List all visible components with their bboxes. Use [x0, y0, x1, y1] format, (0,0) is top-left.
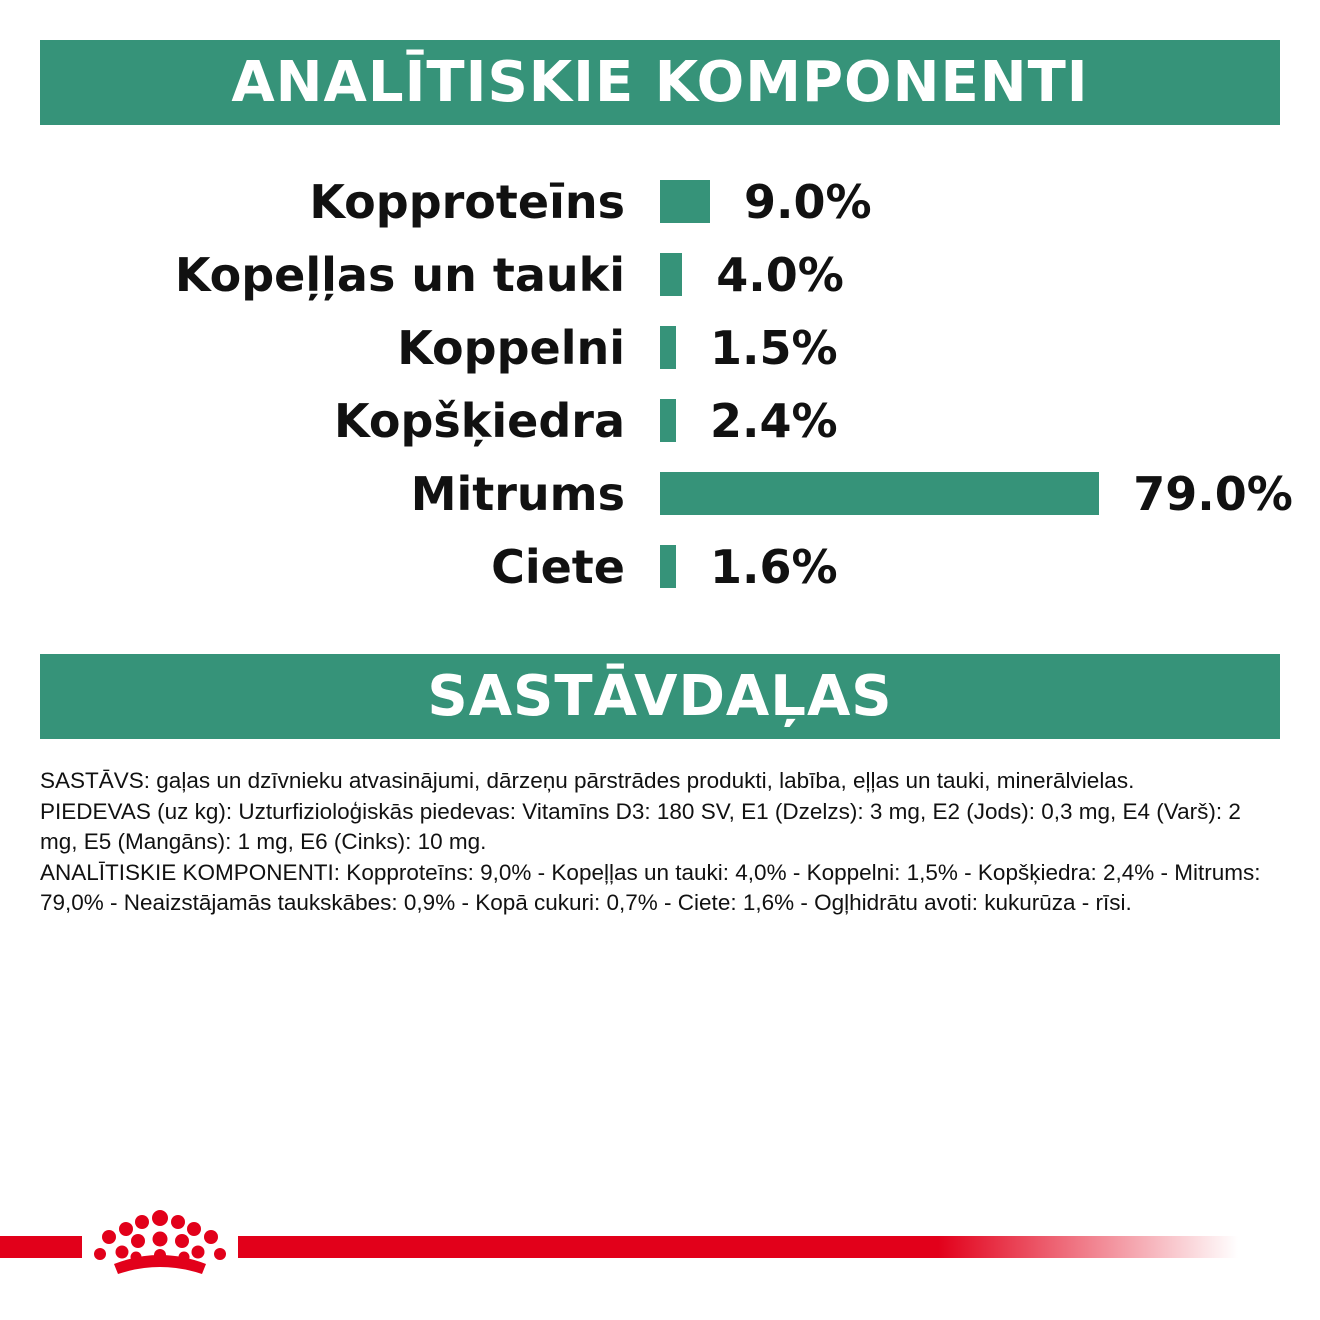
composition-text: SASTĀVS: gaļas un dzīvnieku atvasinājumi… [40, 766, 1280, 919]
ingredients-banner: SASTĀVDAĻAS [40, 654, 1280, 739]
value-label: 1.5% [710, 321, 838, 375]
bar [660, 472, 1100, 515]
value-label: 79.0% [1133, 467, 1293, 521]
analytics-bar-chart: Kopproteīns 9.0% Kopeļļas un tauki 4.0% Kopp… [0, 160, 1320, 620]
royal-crown-logo-icon [94, 1210, 226, 1274]
category-label: Ciete [491, 540, 625, 594]
additives-paragraph: PIEDEVAS (uz kg): Uzturfizioloģiskās pie… [40, 798, 1241, 855]
brand-line-right [238, 1236, 1238, 1258]
composition-paragraph: SASTĀVS: gaļas un dzīvnieku atvasinājumi… [40, 768, 1135, 793]
analytics-paragraph: ANALĪTISKIE KOMPONENTI: Kopproteīns: 9,0… [40, 859, 1261, 916]
value-label: 1.6% [710, 540, 838, 594]
bar [660, 180, 711, 223]
category-label: Kopproteīns [309, 175, 625, 229]
value-label: 2.4% [710, 394, 838, 448]
category-label: Koppelni [397, 321, 625, 375]
bar [660, 399, 676, 442]
brand-line-left [0, 1236, 82, 1258]
category-label: Mitrums [410, 467, 625, 521]
value-label: 4.0% [716, 248, 844, 302]
bar [660, 253, 683, 296]
category-label: Kopeļļas un tauki [174, 248, 625, 302]
analytics-banner: ANALĪTISKIE KOMPONENTI [40, 40, 1280, 125]
ingredients-title: SASTĀVDAĻAS [427, 664, 893, 729]
analytics-title: ANALĪTISKIE KOMPONENTI [231, 50, 1089, 115]
category-label: Kopšķiedra [334, 394, 625, 448]
bar [660, 545, 676, 588]
value-label: 9.0% [744, 175, 872, 229]
bar [660, 326, 676, 369]
